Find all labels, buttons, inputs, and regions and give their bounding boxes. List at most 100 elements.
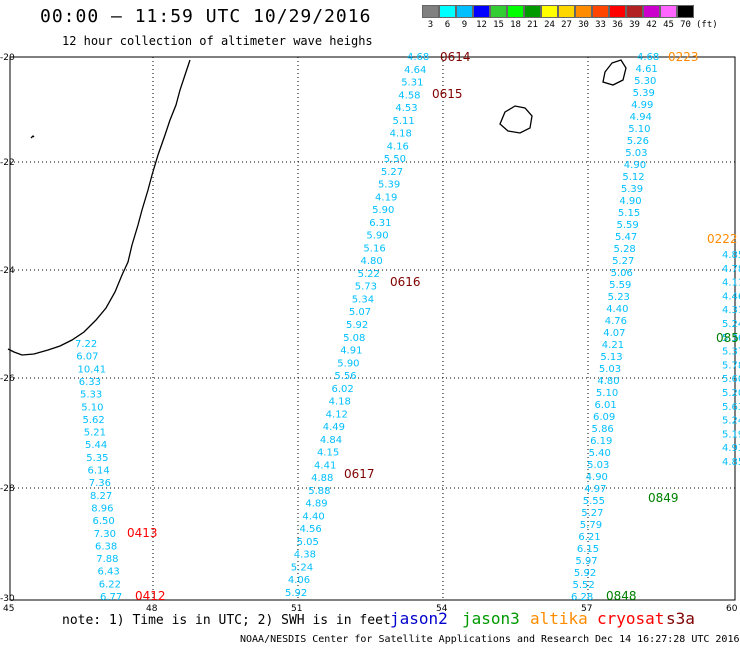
swh-value: 4.40 (606, 304, 628, 315)
swh-value: 5.31 (401, 78, 423, 89)
swh-value: 5.59 (616, 220, 638, 231)
scale-label: 36 (612, 20, 623, 30)
y-tick-label: -28 (0, 484, 15, 494)
scale-cell (558, 5, 575, 18)
scale-label: 24 (544, 20, 555, 30)
swh-value: 6.21 (578, 532, 600, 543)
y-tick-label: -20 (0, 53, 15, 63)
swh-value: 5.90 (337, 358, 359, 369)
scale-cell (592, 5, 609, 18)
swh-value: 4.97 (584, 484, 606, 495)
swh-value: 5.20 (722, 388, 740, 399)
x-tick-label: 45 (3, 604, 14, 614)
swh-value: 5.13 (600, 352, 622, 363)
swh-value: 5.59 (609, 280, 631, 291)
scale-label: 21 (527, 20, 538, 30)
swh-value: 4.06 (288, 575, 310, 586)
pass-time-label: 0223 (668, 50, 699, 64)
scale-cell (609, 5, 626, 18)
swh-value: 5.34 (352, 294, 374, 305)
swh-value: 5.92 (346, 320, 368, 331)
swh-value: 6.15 (577, 544, 599, 555)
swh-value: 5.78 (722, 360, 740, 371)
swh-value: 6.77 (100, 592, 122, 603)
swh-value: 4.85 (722, 250, 740, 261)
swh-value: 7.36 (89, 478, 111, 489)
swh-value: 5.44 (85, 440, 107, 451)
swh-value: 5.27 (581, 508, 603, 519)
swh-value: 5.07 (349, 307, 371, 318)
scale-label: 3 (427, 20, 434, 30)
swh-value: 4.68 (637, 52, 659, 63)
x-tick-label: 60 (726, 604, 738, 614)
swh-value: 5.92 (285, 588, 307, 599)
map-title: 00:00 – 11:59 UTC 10/29/2016 (40, 6, 372, 27)
swh-value: 4.38 (294, 550, 316, 561)
scale-label: 70 (680, 20, 691, 30)
satellite-name: s3a (666, 609, 695, 628)
scale-cell (439, 5, 456, 18)
swh-value: 5.06 (611, 268, 633, 279)
swh-value: 5.97 (575, 556, 597, 567)
swh-value: 5.39 (378, 180, 400, 191)
swh-value: 6.50 (93, 516, 115, 527)
swh-value: 5.03 (625, 148, 647, 159)
swh-value: 7.30 (94, 529, 116, 540)
swh-value: 4.15 (317, 448, 339, 459)
track-c-values: 4.684.615.305.394.994.945.105.265.034.90… (571, 52, 659, 603)
swh-value: 5.39 (633, 88, 655, 99)
scale-cell (541, 5, 558, 18)
swh-value: 4.61 (636, 64, 658, 75)
footer-note: note: 1) Time is in UTC; 2) SWH is in fe… (62, 613, 391, 628)
scale-label: 18 (510, 20, 521, 30)
pass-time-label: 0615 (432, 87, 463, 101)
swh-value: 4.19 (375, 192, 397, 203)
x-tick-label: 48 (146, 604, 158, 614)
swh-value: 6.02 (331, 384, 353, 395)
swh-value: 5.16 (363, 243, 385, 254)
swh-value: 5.60 (722, 374, 740, 385)
swh-value: 5.10 (596, 388, 618, 399)
scale-label: 6 (444, 20, 451, 30)
scale-cell (643, 5, 660, 18)
x-tick-label: 57 (581, 604, 592, 614)
swh-value: 5.50 (384, 154, 406, 165)
scale-cell (626, 5, 643, 18)
swh-value: 5.36 (722, 333, 740, 344)
footer-timestamp: Dec 14 16:27:28 UTC 2016 (595, 634, 740, 645)
satellite-name: altika (530, 609, 588, 628)
swh-value: 5.37 (722, 347, 740, 358)
swh-value: 5.27 (381, 167, 403, 178)
swh-value: 4.12 (326, 409, 348, 420)
swh-value: 4.21 (602, 340, 624, 351)
swh-value: 5.55 (583, 496, 605, 507)
swh-value: 6.14 (88, 466, 110, 477)
y-tick-label: -26 (0, 374, 15, 384)
swh-value: 4.11 (722, 278, 740, 289)
swh-value: 5.19 (722, 429, 740, 440)
swh-value: 4.76 (605, 316, 627, 327)
swh-value: 4.90 (624, 160, 646, 171)
map-frame (9, 56, 736, 601)
swh-value: 7.88 (96, 554, 118, 565)
swh-value: 5.90 (366, 231, 388, 242)
swh-value: 6.22 (99, 579, 121, 590)
pass-time-label: 085 (716, 331, 739, 345)
swh-value: 10.41 (78, 364, 107, 375)
swh-value: 8.27 (90, 491, 112, 502)
swh-value: 5.39 (621, 184, 643, 195)
scale-cell (677, 5, 694, 18)
swh-value: 5.05 (297, 537, 319, 548)
pass-time-label: 0413 (127, 526, 158, 540)
swh-value: 4.53 (395, 103, 417, 114)
swh-value: 5.56 (334, 371, 356, 382)
y-tick-label: -22 (0, 158, 15, 168)
swh-value: 4.80 (361, 256, 383, 267)
scale-cell (456, 5, 473, 18)
swh-value: 5.47 (615, 232, 637, 243)
satellite-name: jason3 (462, 609, 520, 628)
scale-label: 9 (461, 20, 468, 30)
swh-value: 5.03 (599, 364, 621, 375)
pass-time-label: 0614 (440, 50, 471, 64)
